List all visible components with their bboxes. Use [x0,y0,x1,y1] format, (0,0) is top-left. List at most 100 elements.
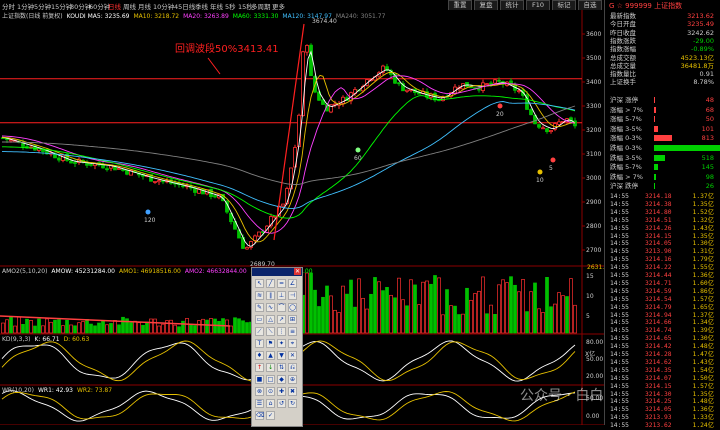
tick-row[interactable]: 14:55 3214.30 1.35亿 [608,391,720,399]
draw-tool-icon[interactable]: ⎌ [288,363,297,372]
period-5[interactable]: 60分钟 [89,3,111,11]
draw-tool-icon[interactable]: ■ [255,375,264,384]
tick-row[interactable]: 14:55 3214.15 1.35亿 [608,233,720,241]
draw-tool-icon[interactable]: ⚑ [266,339,275,348]
tick-row[interactable]: 14:55 3214.62 1.43亿 [608,359,720,367]
period-4[interactable]: 30分钟 [70,3,92,11]
draw-tool-icon[interactable]: ↖ [255,279,264,288]
tick-row[interactable]: 14:55 3214.18 1.37亿 [608,193,720,201]
draw-tool-icon[interactable]: ↗ [277,315,286,324]
period-8[interactable]: 月线 [138,3,151,11]
draw-tool-icon[interactable]: △ [266,315,275,324]
draw-tool-icon[interactable]: ✕ [288,351,297,360]
tick-row[interactable]: 14:55 3214.05 1.36亿 [608,406,720,414]
quote-key: 指数涨幅 [610,45,636,54]
draw-tool-icon[interactable]: ◆ [277,375,286,384]
close-icon[interactable]: ✕ [294,268,301,275]
draw-tool-icon[interactable]: ↺ [277,399,286,408]
breadth-row: 跌幅 0-3% 3508 [608,144,720,152]
draw-tool-icon[interactable]: ✚ [277,387,286,396]
draw-tool-icon[interactable]: ↑ [255,363,264,372]
period-14[interactable]: 15秒 [238,3,253,11]
draw-tool-icon[interactable]: ⋮ [277,327,286,336]
tick-row[interactable]: 14:55 3214.07 1.50亿 [608,375,720,383]
draw-tool-icon[interactable]: ⟍ [266,327,275,336]
period-1[interactable]: 1分钟 [17,3,35,11]
tick-row[interactable]: 14:55 3214.05 1.30亿 [608,240,720,248]
period-13[interactable]: 5秒 [225,3,236,11]
period-3[interactable]: 15分钟 [51,3,73,11]
tick-row[interactable]: 14:55 3213.90 1.31亿 [608,248,720,256]
draw-tool-icon[interactable]: ♦ [255,351,264,360]
draw-tool-icon[interactable]: ☰ [255,399,264,408]
toolbox-titlebar[interactable] [252,268,302,276]
tick-row[interactable]: 14:55 3214.25 1.48亿 [608,398,720,406]
tick-row[interactable]: 14:55 3214.66 1.34亿 [608,319,720,327]
draw-tool-icon[interactable]: ═ [277,279,286,288]
draw-tool-icon[interactable]: ⊞ [288,315,297,324]
draw-tool-icon[interactable]: ╱ [266,279,275,288]
draw-tool-icon[interactable]: T [255,339,264,348]
tick-row[interactable]: 14:55 3214.71 1.60亿 [608,280,720,288]
tick-row[interactable]: 14:55 3214.74 1.39亿 [608,327,720,335]
tick-row[interactable]: 14:55 3214.35 1.54亿 [608,367,720,375]
tick-row[interactable]: 14:55 3214.15 1.57亿 [608,383,720,391]
draw-tool-icon[interactable]: □ [266,375,275,384]
draw-tool-icon[interactable]: ◯ [288,303,297,312]
draw-tool-icon[interactable]: ↓ [266,363,275,372]
period-12[interactable]: 年线 [210,3,223,11]
period-2[interactable]: 5分钟 [34,3,52,11]
draw-tool-icon[interactable]: ▼ [277,351,286,360]
draw-tool-icon[interactable]: ▲ [266,351,275,360]
tick-row[interactable]: 14:55 3214.80 1.52亿 [608,209,720,217]
period-6[interactable]: 日线 [108,3,121,11]
period-16[interactable]: 更多 [272,3,285,11]
draw-tool-icon[interactable]: ⌂ [266,399,275,408]
draw-tool-icon[interactable]: ✖ [288,387,297,396]
tick-row[interactable]: 14:55 3214.79 1.65亿 [608,304,720,312]
period-0[interactable]: 分时 [2,3,15,11]
tick-row[interactable]: 14:55 3214.65 1.30亿 [608,335,720,343]
draw-tool-icon[interactable]: ⌫ [255,411,265,420]
draw-tool-icon[interactable]: ∥ [266,291,275,300]
draw-tool-icon[interactable]: ⌖ [288,339,297,348]
draw-tool-icon[interactable]: ⊗ [255,387,264,396]
tick-row[interactable]: 14:55 3213.62 1.24亿 [608,422,720,430]
tick-row[interactable]: 14:55 3214.28 1.47亿 [608,351,720,359]
index-header[interactable]: G ☆ 999999 上证指数 [609,2,683,10]
period-15[interactable]: 多周期 [251,3,271,11]
annotation-retrace[interactable]: 回调波段50%3413.41 [175,44,279,55]
draw-tool-icon[interactable]: ⌒ [277,303,286,312]
drawing-toolbox[interactable]: ✕ ↖ ╱ ═ ∠ ≋ ∥ ⊥ ⊣ ✎ ∿ ⌒ ◯ ▭ △ ↗ ⊞ ⟋ ⟍ ⋮ ≡ T ⚑ ✦ ⌖ ♦ ▲ ▼ ✕ ↑ ↓ ⇅ ⎌ ■ □ ◆ ⊕ ⊗ ⊙… [251,267,303,427]
draw-tool-icon[interactable]: ∠ [288,279,297,288]
period-11[interactable]: 季线 [195,3,208,11]
tick-row[interactable]: 14:55 3214.38 1.35亿 [608,201,720,209]
period-10[interactable]: 45日线 [174,3,196,11]
tick-row[interactable]: 14:55 3214.51 1.32亿 [608,217,720,225]
draw-tool-icon[interactable]: ⊥ [277,291,286,300]
tick-row[interactable]: 14:55 3214.94 1.37亿 [608,312,720,320]
draw-tool-icon[interactable]: ✎ [255,303,264,312]
draw-tool-icon[interactable]: ▭ [255,315,264,324]
tick-row[interactable]: 14:55 3214.16 1.79亿 [608,256,720,264]
draw-tool-icon[interactable]: ✦ [277,339,286,348]
draw-tool-icon[interactable]: ⊕ [288,375,297,384]
draw-tool-icon[interactable]: ✓ [266,411,275,420]
draw-tool-icon[interactable]: ⊣ [288,291,297,300]
draw-tool-icon[interactable]: ↻ [288,399,297,408]
draw-tool-icon[interactable]: ≋ [255,291,264,300]
period-9[interactable]: 10分钟 [153,3,175,11]
draw-tool-icon[interactable]: ∿ [266,303,275,312]
draw-tool-icon[interactable]: ⟋ [255,327,264,336]
tick-row[interactable]: 14:55 3214.59 1.86亿 [608,288,720,296]
period-7[interactable]: 周线 [123,3,136,11]
draw-tool-icon[interactable]: ≡ [288,327,297,336]
tick-row[interactable]: 14:55 3214.42 1.48亿 [608,343,720,351]
draw-tool-icon[interactable]: ⊙ [266,387,275,396]
tick-row[interactable]: 14:55 3214.26 1.43亿 [608,225,720,233]
tick-row[interactable]: 14:55 3214.44 1.36亿 [608,272,720,280]
tick-row[interactable]: 14:55 3213.93 1.33亿 [608,414,720,422]
tick-row[interactable]: 14:55 3214.54 1.57亿 [608,296,720,304]
tick-row[interactable]: 14:55 3214.22 1.55亿 [608,264,720,272]
draw-tool-icon[interactable]: ⇅ [277,363,286,372]
